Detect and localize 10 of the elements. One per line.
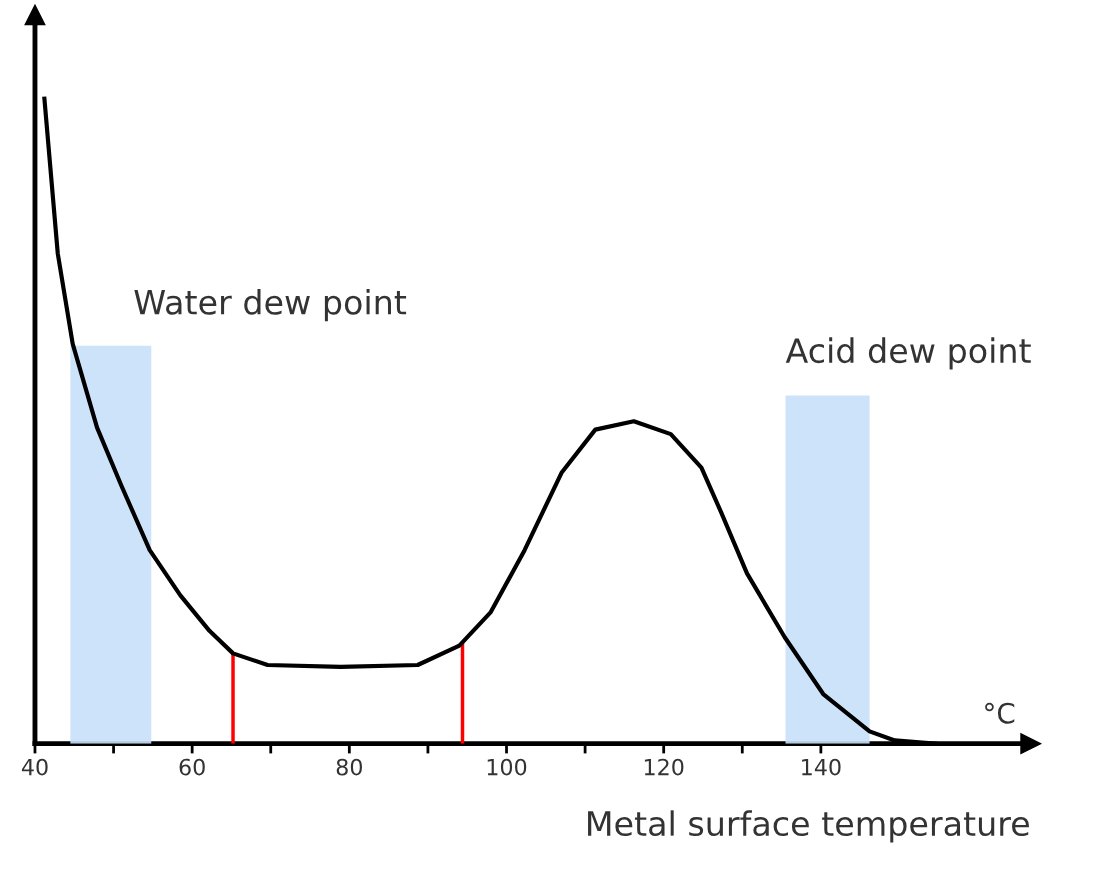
band-label: Water dew point bbox=[134, 288, 407, 322]
annotation: °C bbox=[985, 702, 1015, 724]
x-tick-label: 120 bbox=[644, 758, 684, 776]
x-tick-label: 140 bbox=[802, 758, 841, 776]
band-label: Acid dew point bbox=[785, 337, 1031, 370]
x-axis-title: Metal surface temperature bbox=[588, 810, 1029, 843]
x-tick-label: 80 bbox=[336, 758, 362, 776]
x-tick-label: 40 bbox=[21, 758, 48, 776]
x-tick-label: 100 bbox=[487, 758, 527, 776]
x-tick-label: 60 bbox=[179, 758, 205, 776]
